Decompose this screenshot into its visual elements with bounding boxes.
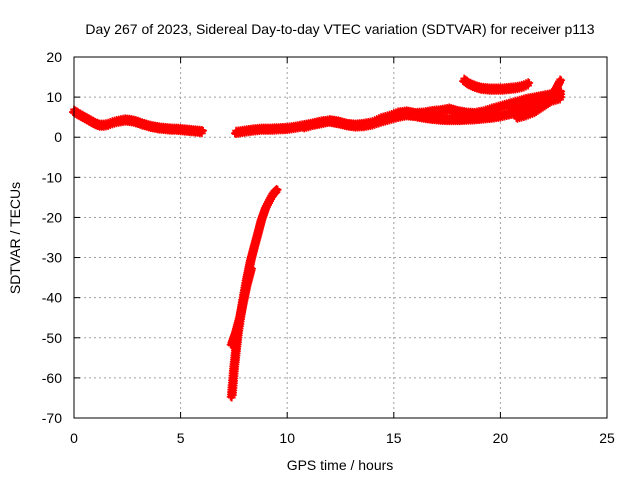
y-tick-label: 20 [46,49,62,65]
y-tick-label: -60 [42,370,62,386]
x-tick-label: 15 [386,430,402,446]
y-tick-label: 0 [54,129,62,145]
data-point [525,79,534,87]
x-tick-label: 20 [493,430,509,446]
y-tick-label: -20 [42,209,62,225]
x-tick-label: 10 [279,430,295,446]
x-tick-label: 5 [177,430,185,446]
data-marks [69,74,566,402]
chart-title: Day 267 of 2023, Sidereal Day-to-day VTE… [85,21,594,37]
x-tick-label: 0 [70,430,78,446]
y-tick-labels: 20 10 0 -10 -20 -30 -40 -50 -60 -70 [42,49,62,426]
data-point [273,185,282,194]
data-point [248,264,256,273]
series-descent-branch [226,263,256,350]
y-axis-title: SDTVAR / TECUs [7,182,23,294]
y-tick-label: -50 [42,330,62,346]
data-point [199,126,207,135]
series-steep-descent [226,184,282,402]
series-isolated-arc [459,74,534,95]
y-tick-label: 10 [46,89,62,105]
data-point [557,76,566,84]
x-tick-label: 25 [599,430,615,446]
y-tick-label: -30 [42,250,62,266]
y-tick-label: -10 [42,169,62,185]
series-evening-lower [512,92,566,123]
x-axis-title: GPS time / hours [287,457,394,473]
series-early-segment [69,105,207,138]
data-point [557,93,566,101]
y-tick-label: -40 [42,290,62,306]
plot-frame [73,56,608,419]
series-midday-upper [299,86,566,133]
y-tick-label: -70 [42,410,62,426]
x-tick-labels: 0 5 10 15 20 25 [70,430,615,446]
